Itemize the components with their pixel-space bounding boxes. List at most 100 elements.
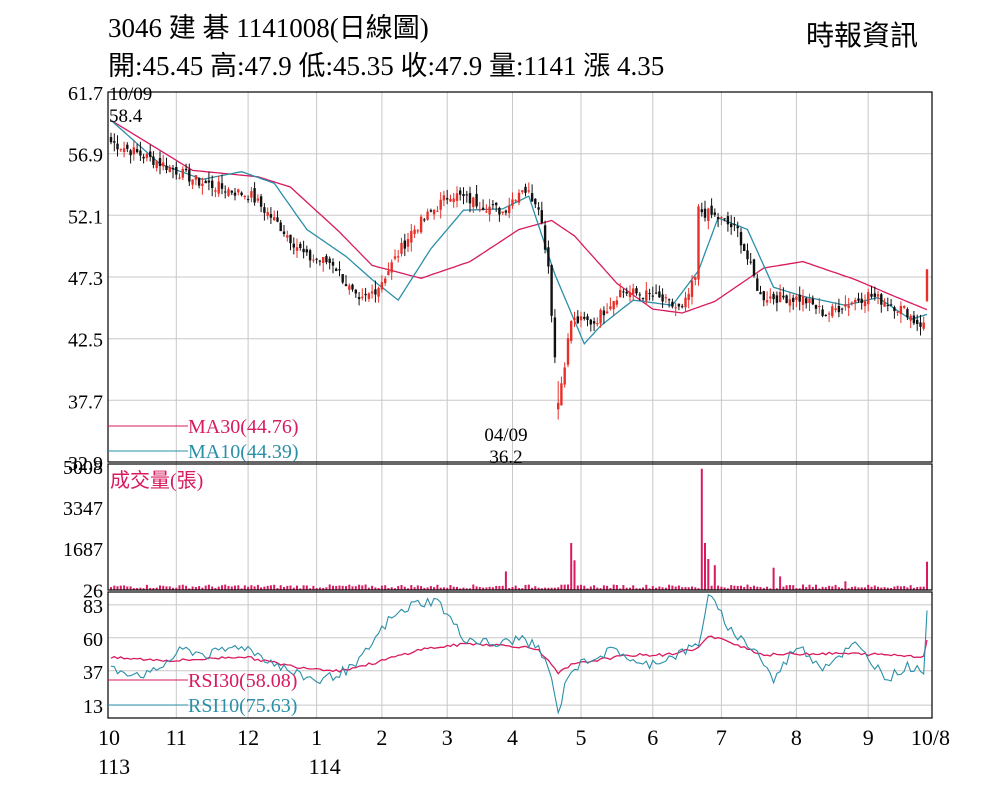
candle xyxy=(338,261,341,277)
volume-bar xyxy=(247,586,250,590)
candle-body xyxy=(615,300,619,305)
candle-body xyxy=(798,294,801,302)
candle-body xyxy=(563,367,566,385)
candle-body xyxy=(142,156,145,159)
candle xyxy=(446,189,449,205)
candle-body xyxy=(818,306,821,307)
volume-bar xyxy=(544,587,547,590)
volume-bar xyxy=(126,586,129,590)
candle-body xyxy=(635,288,638,294)
volume-bar xyxy=(723,587,726,590)
candle-body xyxy=(792,297,795,302)
candle-body xyxy=(393,256,397,259)
candle-body xyxy=(831,306,834,317)
month-label: 10 xyxy=(98,725,120,750)
candle-body xyxy=(259,196,263,207)
candle xyxy=(351,283,354,292)
candle xyxy=(286,230,289,242)
price-tick-label: 52.1 xyxy=(68,206,103,228)
candle xyxy=(517,189,521,206)
candle xyxy=(374,280,377,303)
candle xyxy=(308,248,312,268)
candle xyxy=(508,197,511,219)
volume-bar xyxy=(828,585,831,590)
volume-bar xyxy=(439,587,442,590)
candle-body xyxy=(592,321,596,324)
candle-body xyxy=(357,297,361,300)
candle-body xyxy=(814,304,818,309)
candle-body xyxy=(488,206,491,215)
candle-body xyxy=(622,291,625,293)
volume-bar xyxy=(230,586,233,590)
candle xyxy=(328,256,331,270)
candle-body xyxy=(158,158,162,166)
candle xyxy=(615,296,619,308)
candle xyxy=(700,202,703,217)
volume-bar xyxy=(132,588,135,590)
candle-body xyxy=(511,199,514,206)
candle xyxy=(566,333,570,368)
candle-body xyxy=(491,204,495,206)
candle-body xyxy=(883,302,886,307)
volume-bar xyxy=(191,586,194,590)
candle-body xyxy=(710,205,713,215)
rsi-tick-label: 13 xyxy=(83,696,103,718)
candle-body xyxy=(720,217,723,219)
candle-body xyxy=(514,200,517,202)
volume-bar xyxy=(250,585,253,590)
candle xyxy=(475,185,478,209)
candle xyxy=(687,288,690,309)
candle-body xyxy=(286,235,289,238)
volume-bar xyxy=(687,587,690,590)
candle xyxy=(135,143,139,154)
candle-body xyxy=(726,216,730,225)
candle xyxy=(165,157,168,174)
volume-bar xyxy=(273,584,276,590)
volume-bar xyxy=(524,584,527,590)
volume-bar xyxy=(234,585,236,590)
candle xyxy=(419,214,423,234)
candle-body xyxy=(854,300,857,303)
volume-bar xyxy=(198,586,201,590)
candle xyxy=(524,183,527,197)
volume-bar xyxy=(691,586,693,590)
price-tick-label: 42.5 xyxy=(68,330,103,352)
volume-bar xyxy=(397,586,400,590)
candle xyxy=(259,194,263,213)
volume-tick-label: 5008 xyxy=(63,457,103,479)
candle-body xyxy=(641,297,645,300)
candle xyxy=(661,288,664,308)
volume-bar xyxy=(478,587,481,590)
candle-body xyxy=(625,292,628,294)
volume-bar xyxy=(423,587,426,590)
volume-bar xyxy=(452,586,455,590)
candle xyxy=(168,164,171,173)
candle xyxy=(798,286,801,311)
volume-bar xyxy=(341,585,344,590)
volume-bar xyxy=(837,587,840,590)
price-tick-label: 37.7 xyxy=(68,391,103,413)
candle xyxy=(145,152,149,162)
candle-body xyxy=(664,297,668,299)
grid-lines xyxy=(108,92,932,718)
candle xyxy=(312,254,315,263)
candle-body xyxy=(184,168,188,171)
candle-body xyxy=(178,177,181,179)
volume-bar xyxy=(573,560,576,590)
volume-bar xyxy=(351,586,354,590)
volume-bar xyxy=(847,588,850,590)
candle xyxy=(367,292,371,302)
candle-body xyxy=(224,191,227,193)
candle xyxy=(726,211,730,232)
volume-bar xyxy=(844,581,847,590)
candle-body xyxy=(632,288,635,295)
candle-body xyxy=(348,285,351,290)
candle-body xyxy=(279,222,282,232)
volume-bar xyxy=(788,585,791,590)
candle xyxy=(361,288,364,301)
candle-body xyxy=(543,225,547,250)
candle xyxy=(279,219,282,232)
candle xyxy=(772,291,775,305)
volume-bar xyxy=(371,585,374,590)
volume-bar xyxy=(798,588,801,590)
